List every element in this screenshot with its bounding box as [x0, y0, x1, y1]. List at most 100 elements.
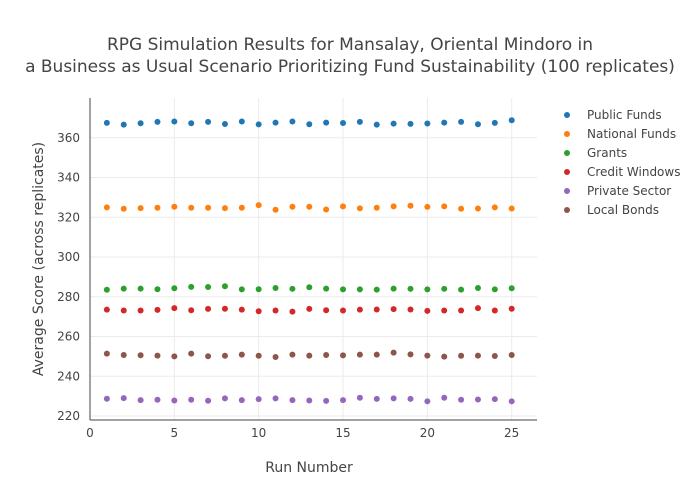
legend-label: Private Sector	[587, 184, 671, 198]
point-private-sector	[356, 394, 363, 401]
point-credit-windows	[221, 305, 228, 312]
point-credit-windows	[238, 306, 245, 313]
point-national-funds	[289, 203, 296, 210]
point-public-funds	[306, 121, 313, 128]
point-local-bonds	[289, 351, 296, 358]
point-private-sector	[255, 396, 262, 403]
point-local-bonds	[171, 353, 178, 360]
point-local-bonds	[356, 351, 363, 358]
point-grants	[221, 283, 228, 290]
point-credit-windows	[390, 306, 397, 313]
point-private-sector	[323, 397, 330, 404]
point-public-funds	[272, 119, 279, 126]
point-local-bonds	[137, 352, 144, 359]
point-national-funds	[103, 204, 110, 211]
legend-item-credit-windows[interactable]: Credit Windows	[564, 165, 680, 179]
point-national-funds	[373, 204, 380, 211]
point-private-sector	[272, 395, 279, 402]
point-grants	[508, 285, 515, 292]
point-grants	[306, 284, 313, 291]
point-private-sector	[340, 397, 347, 404]
y-tick-label: 260	[57, 330, 80, 344]
point-grants	[491, 286, 498, 293]
legend-item-local-bonds[interactable]: Local Bonds	[564, 203, 659, 217]
point-public-funds	[255, 121, 262, 128]
legend-item-private-sector[interactable]: Private Sector	[564, 184, 671, 198]
point-private-sector	[390, 395, 397, 402]
point-private-sector	[221, 395, 228, 402]
point-national-funds	[323, 206, 330, 213]
point-grants	[458, 286, 465, 293]
point-private-sector	[188, 396, 195, 403]
point-local-bonds	[154, 352, 161, 359]
point-grants	[407, 285, 414, 292]
point-private-sector	[171, 397, 178, 404]
point-grants	[373, 286, 380, 293]
point-public-funds	[508, 117, 515, 124]
point-public-funds	[120, 121, 127, 128]
point-private-sector	[137, 397, 144, 404]
point-private-sector	[508, 398, 515, 405]
point-credit-windows	[323, 307, 330, 314]
point-public-funds	[390, 120, 397, 127]
point-grants	[424, 286, 431, 293]
point-national-funds	[154, 204, 161, 211]
y-tick-label: 320	[57, 210, 80, 224]
point-public-funds	[103, 119, 110, 126]
point-private-sector	[154, 396, 161, 403]
legend-label: Grants	[587, 146, 627, 160]
legend-label: Local Bonds	[587, 203, 659, 217]
point-public-funds	[340, 120, 347, 127]
point-credit-windows	[474, 305, 481, 312]
point-local-bonds	[508, 352, 515, 359]
legend-label: National Funds	[587, 127, 676, 141]
point-private-sector	[458, 396, 465, 403]
x-tick-label: 20	[420, 426, 435, 440]
x-tick-label: 15	[335, 426, 350, 440]
point-grants	[188, 283, 195, 290]
point-national-funds	[272, 206, 279, 213]
point-private-sector	[120, 395, 127, 402]
point-public-funds	[238, 118, 245, 125]
point-grants	[340, 286, 347, 293]
x-tick-label: 0	[86, 426, 94, 440]
legend-item-national-funds[interactable]: National Funds	[564, 127, 676, 141]
point-grants	[154, 286, 161, 293]
x-axis-title: Run Number	[265, 460, 353, 476]
point-private-sector	[103, 395, 110, 402]
point-private-sector	[424, 398, 431, 405]
point-local-bonds	[120, 352, 127, 359]
point-private-sector	[491, 396, 498, 403]
point-grants	[171, 285, 178, 292]
point-public-funds	[424, 120, 431, 127]
legend-marker	[564, 188, 570, 194]
chart-title-line2: a Business as Usual Scenario Prioritizin…	[25, 57, 675, 77]
point-credit-windows	[373, 306, 380, 313]
point-grants	[323, 285, 330, 292]
point-credit-windows	[424, 307, 431, 314]
point-public-funds	[474, 121, 481, 128]
point-credit-windows	[171, 305, 178, 312]
y-axis-title: Average Score (across replicates)	[31, 142, 47, 376]
point-public-funds	[188, 120, 195, 127]
point-private-sector	[205, 397, 212, 404]
point-national-funds	[340, 203, 347, 210]
point-credit-windows	[154, 306, 161, 313]
point-local-bonds	[441, 353, 448, 360]
point-grants	[255, 286, 262, 293]
legend-item-public-funds[interactable]: Public Funds	[564, 108, 662, 122]
point-grants	[238, 286, 245, 293]
point-private-sector	[306, 397, 313, 404]
point-local-bonds	[255, 352, 262, 359]
point-public-funds	[289, 118, 296, 125]
legend-item-grants[interactable]: Grants	[564, 146, 627, 160]
legend-marker	[564, 112, 570, 118]
point-credit-windows	[441, 307, 448, 314]
y-tick-label: 300	[57, 250, 80, 264]
point-public-funds	[373, 121, 380, 128]
point-grants	[356, 286, 363, 293]
point-public-funds	[171, 118, 178, 125]
point-national-funds	[491, 204, 498, 211]
grid	[90, 98, 537, 420]
